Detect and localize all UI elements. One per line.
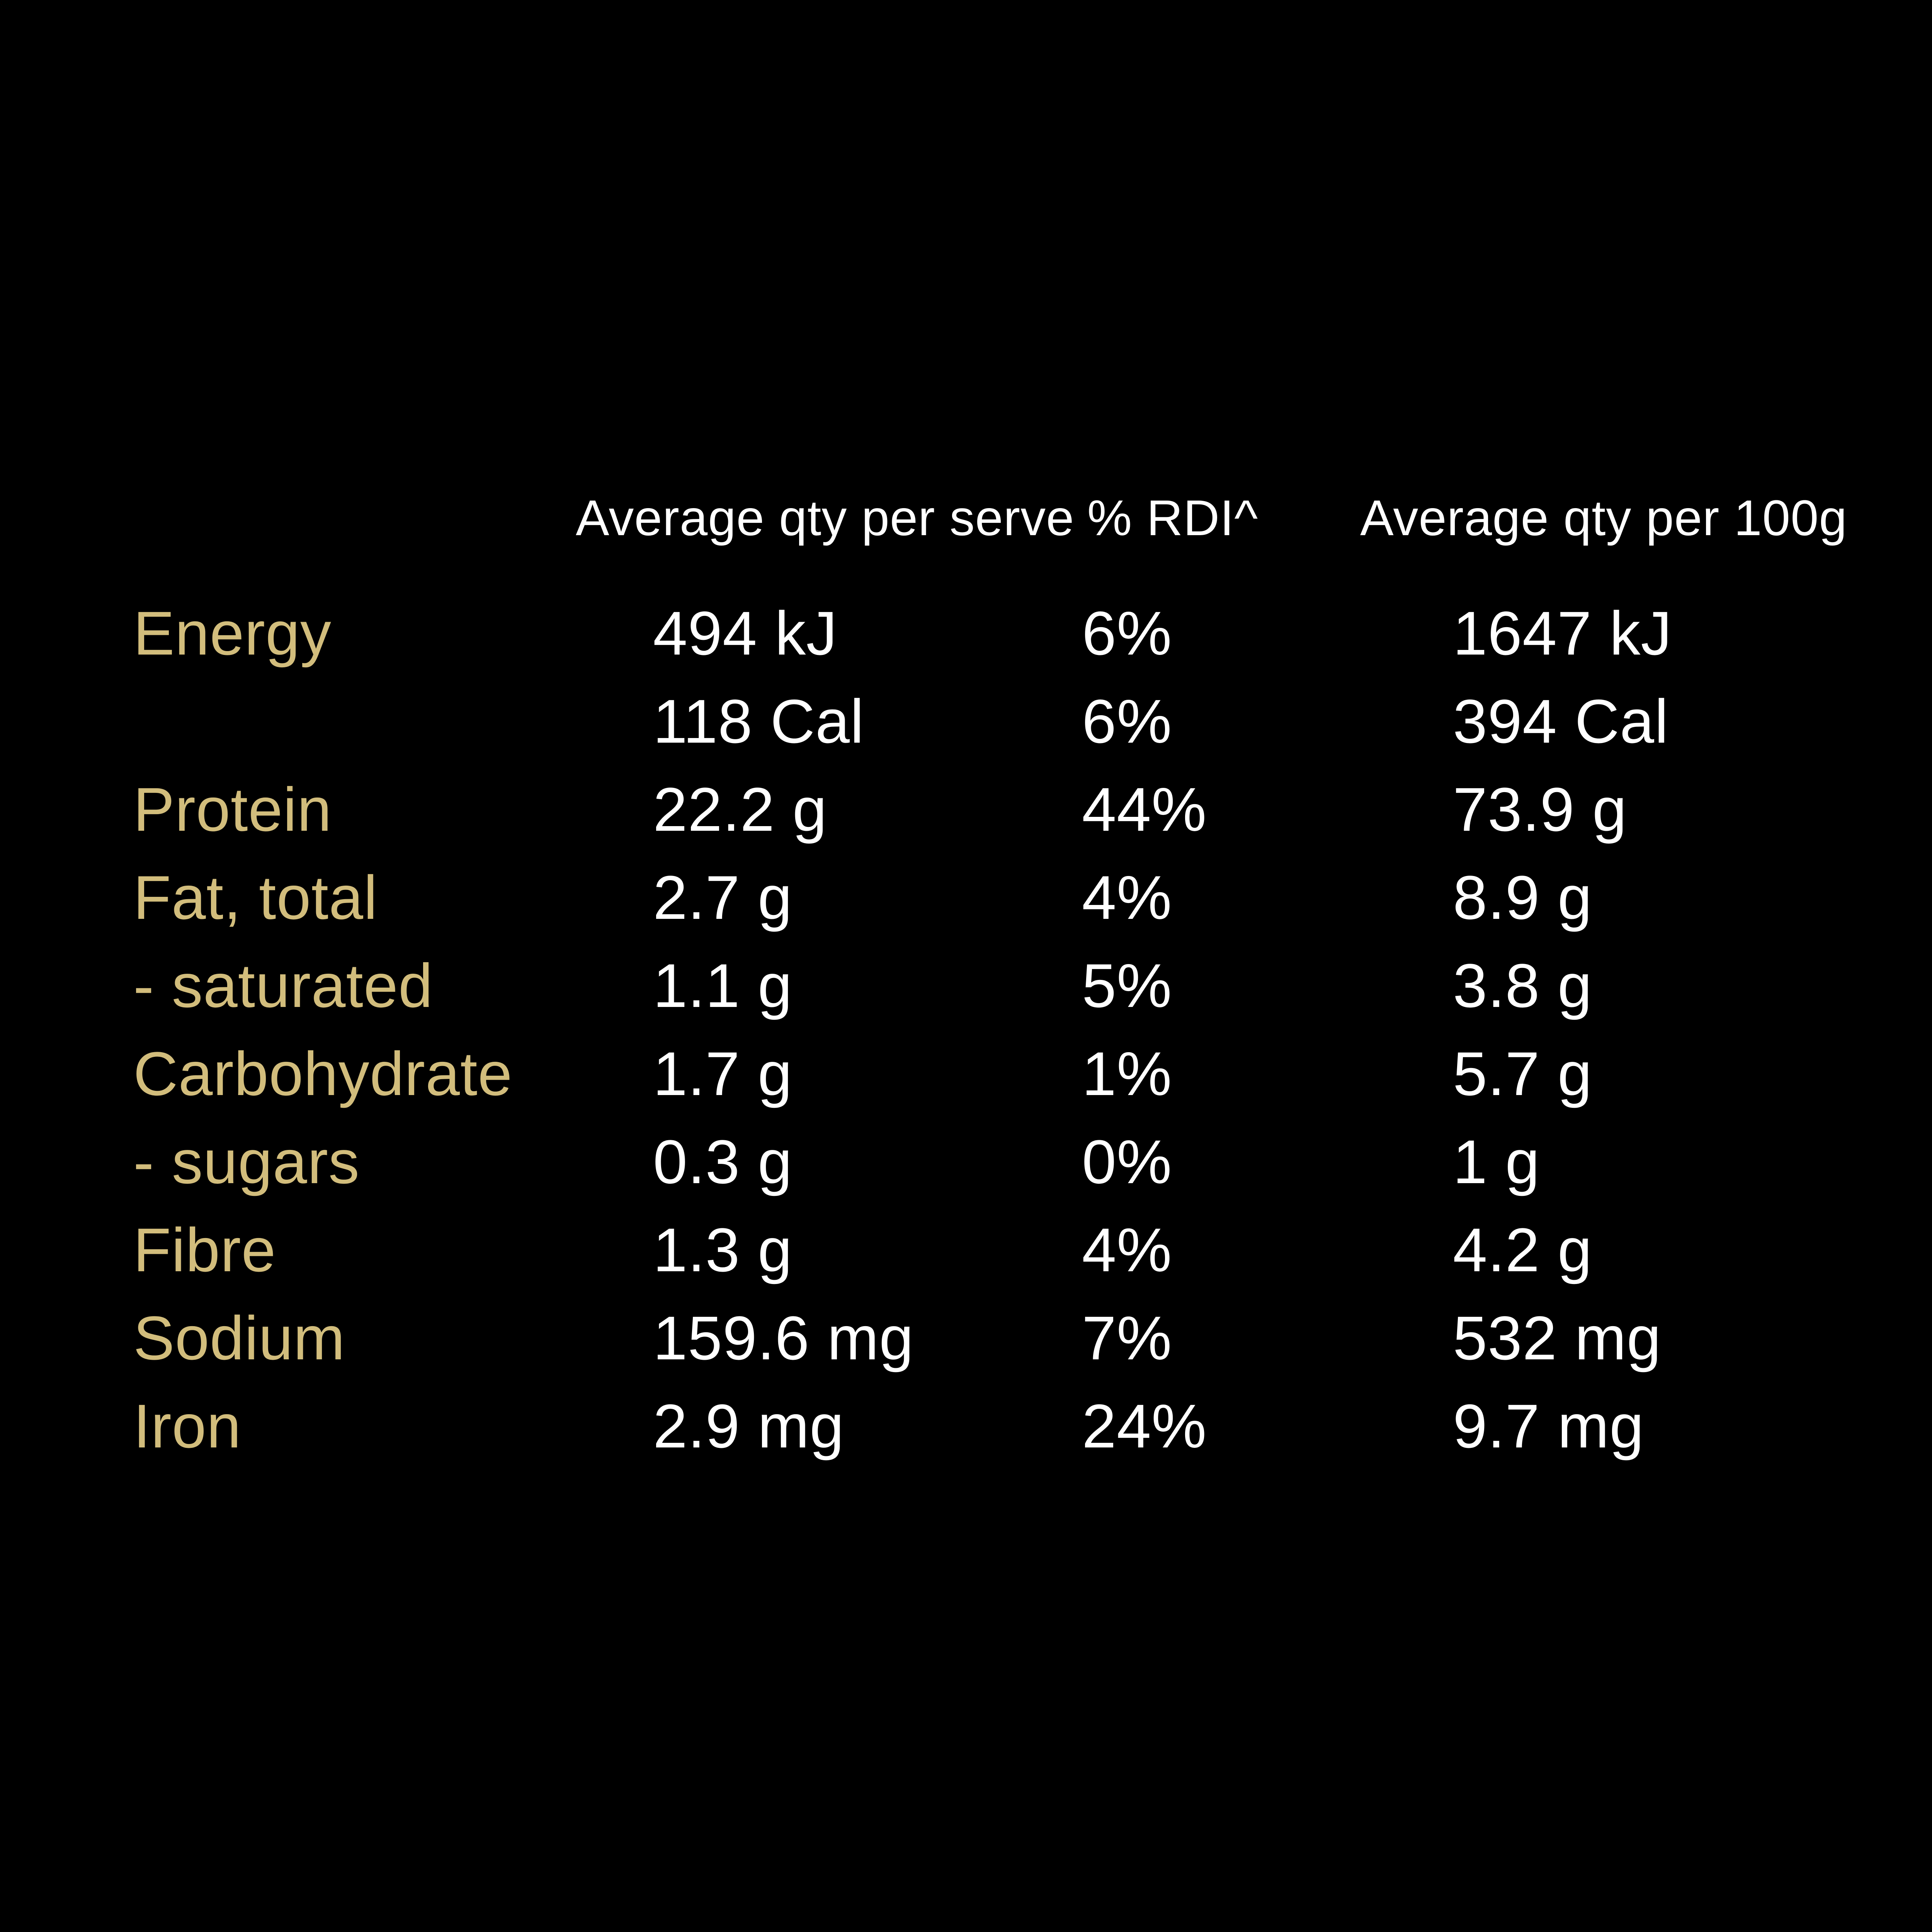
row-label: - sugars [133,1127,360,1196]
per100-value: 5.7 g [1453,1039,1592,1108]
serve-value: 2.7 g [653,863,793,932]
nutrition-panel: Average qty per serve % RDI^ Average qty… [133,481,1847,1470]
row-label: Sodium [133,1303,345,1372]
per100-value: 1647 kJ [1453,599,1672,668]
serve-value: 494 kJ [653,599,838,668]
per100-value: 4.2 g [1453,1215,1592,1284]
per100-value: 73.9 g [1453,775,1627,844]
serve-value: 159.6 mg [653,1303,914,1372]
rdi-value: 6% [1082,599,1172,668]
header-row: Average qty per serve % RDI^ Average qty… [133,481,1847,554]
serve-value: 118 Cal [653,687,864,756]
rdi-value: 44% [1082,775,1207,844]
table-row-iron: Iron 2.9 mg 24% 9.7 mg [133,1382,1833,1470]
table-row-energy: Energy 494 kJ 6% 1647 kJ [133,589,1833,677]
table-row-fat-total: Fat, total 2.7 g 4% 8.9 g [133,854,1833,942]
table-row-energy-cal: 118 Cal 6% 394 Cal [133,677,1833,765]
rdi-value: 0% [1082,1127,1172,1196]
serve-value: 1.1 g [653,951,793,1020]
table-row-protein: Protein 22.2 g 44% 73.9 g [133,765,1833,854]
serve-value: 2.9 mg [653,1391,845,1461]
header-average-qty-per-serve: Average qty per serve [576,490,1075,546]
rdi-value: 7% [1082,1303,1172,1372]
table-row-sodium: Sodium 159.6 mg 7% 532 mg [133,1294,1833,1382]
rdi-value: 4% [1082,863,1172,932]
per100-value: 532 mg [1453,1303,1662,1372]
per100-value: 1 g [1453,1127,1540,1196]
rdi-value: 6% [1082,687,1172,756]
row-label: Iron [133,1391,242,1461]
per100-value: 8.9 g [1453,863,1592,932]
rdi-value: 4% [1082,1215,1172,1284]
rdi-value: 24% [1082,1391,1207,1461]
table-row-sugars: - sugars 0.3 g 0% 1 g [133,1118,1833,1206]
row-label: Fat, total [133,863,378,932]
rdi-value: 5% [1082,951,1172,1020]
table-row-saturated: - saturated 1.1 g 5% 3.8 g [133,942,1833,1030]
serve-value: 1.7 g [653,1039,793,1108]
header-percent-rdi: % RDI^ [1087,490,1259,546]
row-label: Carbohydrate [133,1039,513,1108]
serve-value: 0.3 g [653,1127,793,1196]
serve-value: 22.2 g [653,775,827,844]
row-label: - saturated [133,951,433,1020]
per100-value: 394 Cal [1453,687,1669,756]
table-row-fibre: Fibre 1.3 g 4% 4.2 g [133,1206,1833,1294]
row-label: Protein [133,775,332,844]
row-label: Energy [133,599,332,668]
per100-value: 3.8 g [1453,951,1592,1020]
rdi-value: 1% [1082,1039,1172,1108]
table-row-carbohydrate: Carbohydrate 1.7 g 1% 5.7 g [133,1030,1833,1118]
per100-value: 9.7 mg [1453,1391,1645,1461]
header-average-qty-per-100g: Average qty per 100g [1360,490,1847,546]
serve-value: 1.3 g [653,1215,793,1284]
row-label: Fibre [133,1215,276,1284]
